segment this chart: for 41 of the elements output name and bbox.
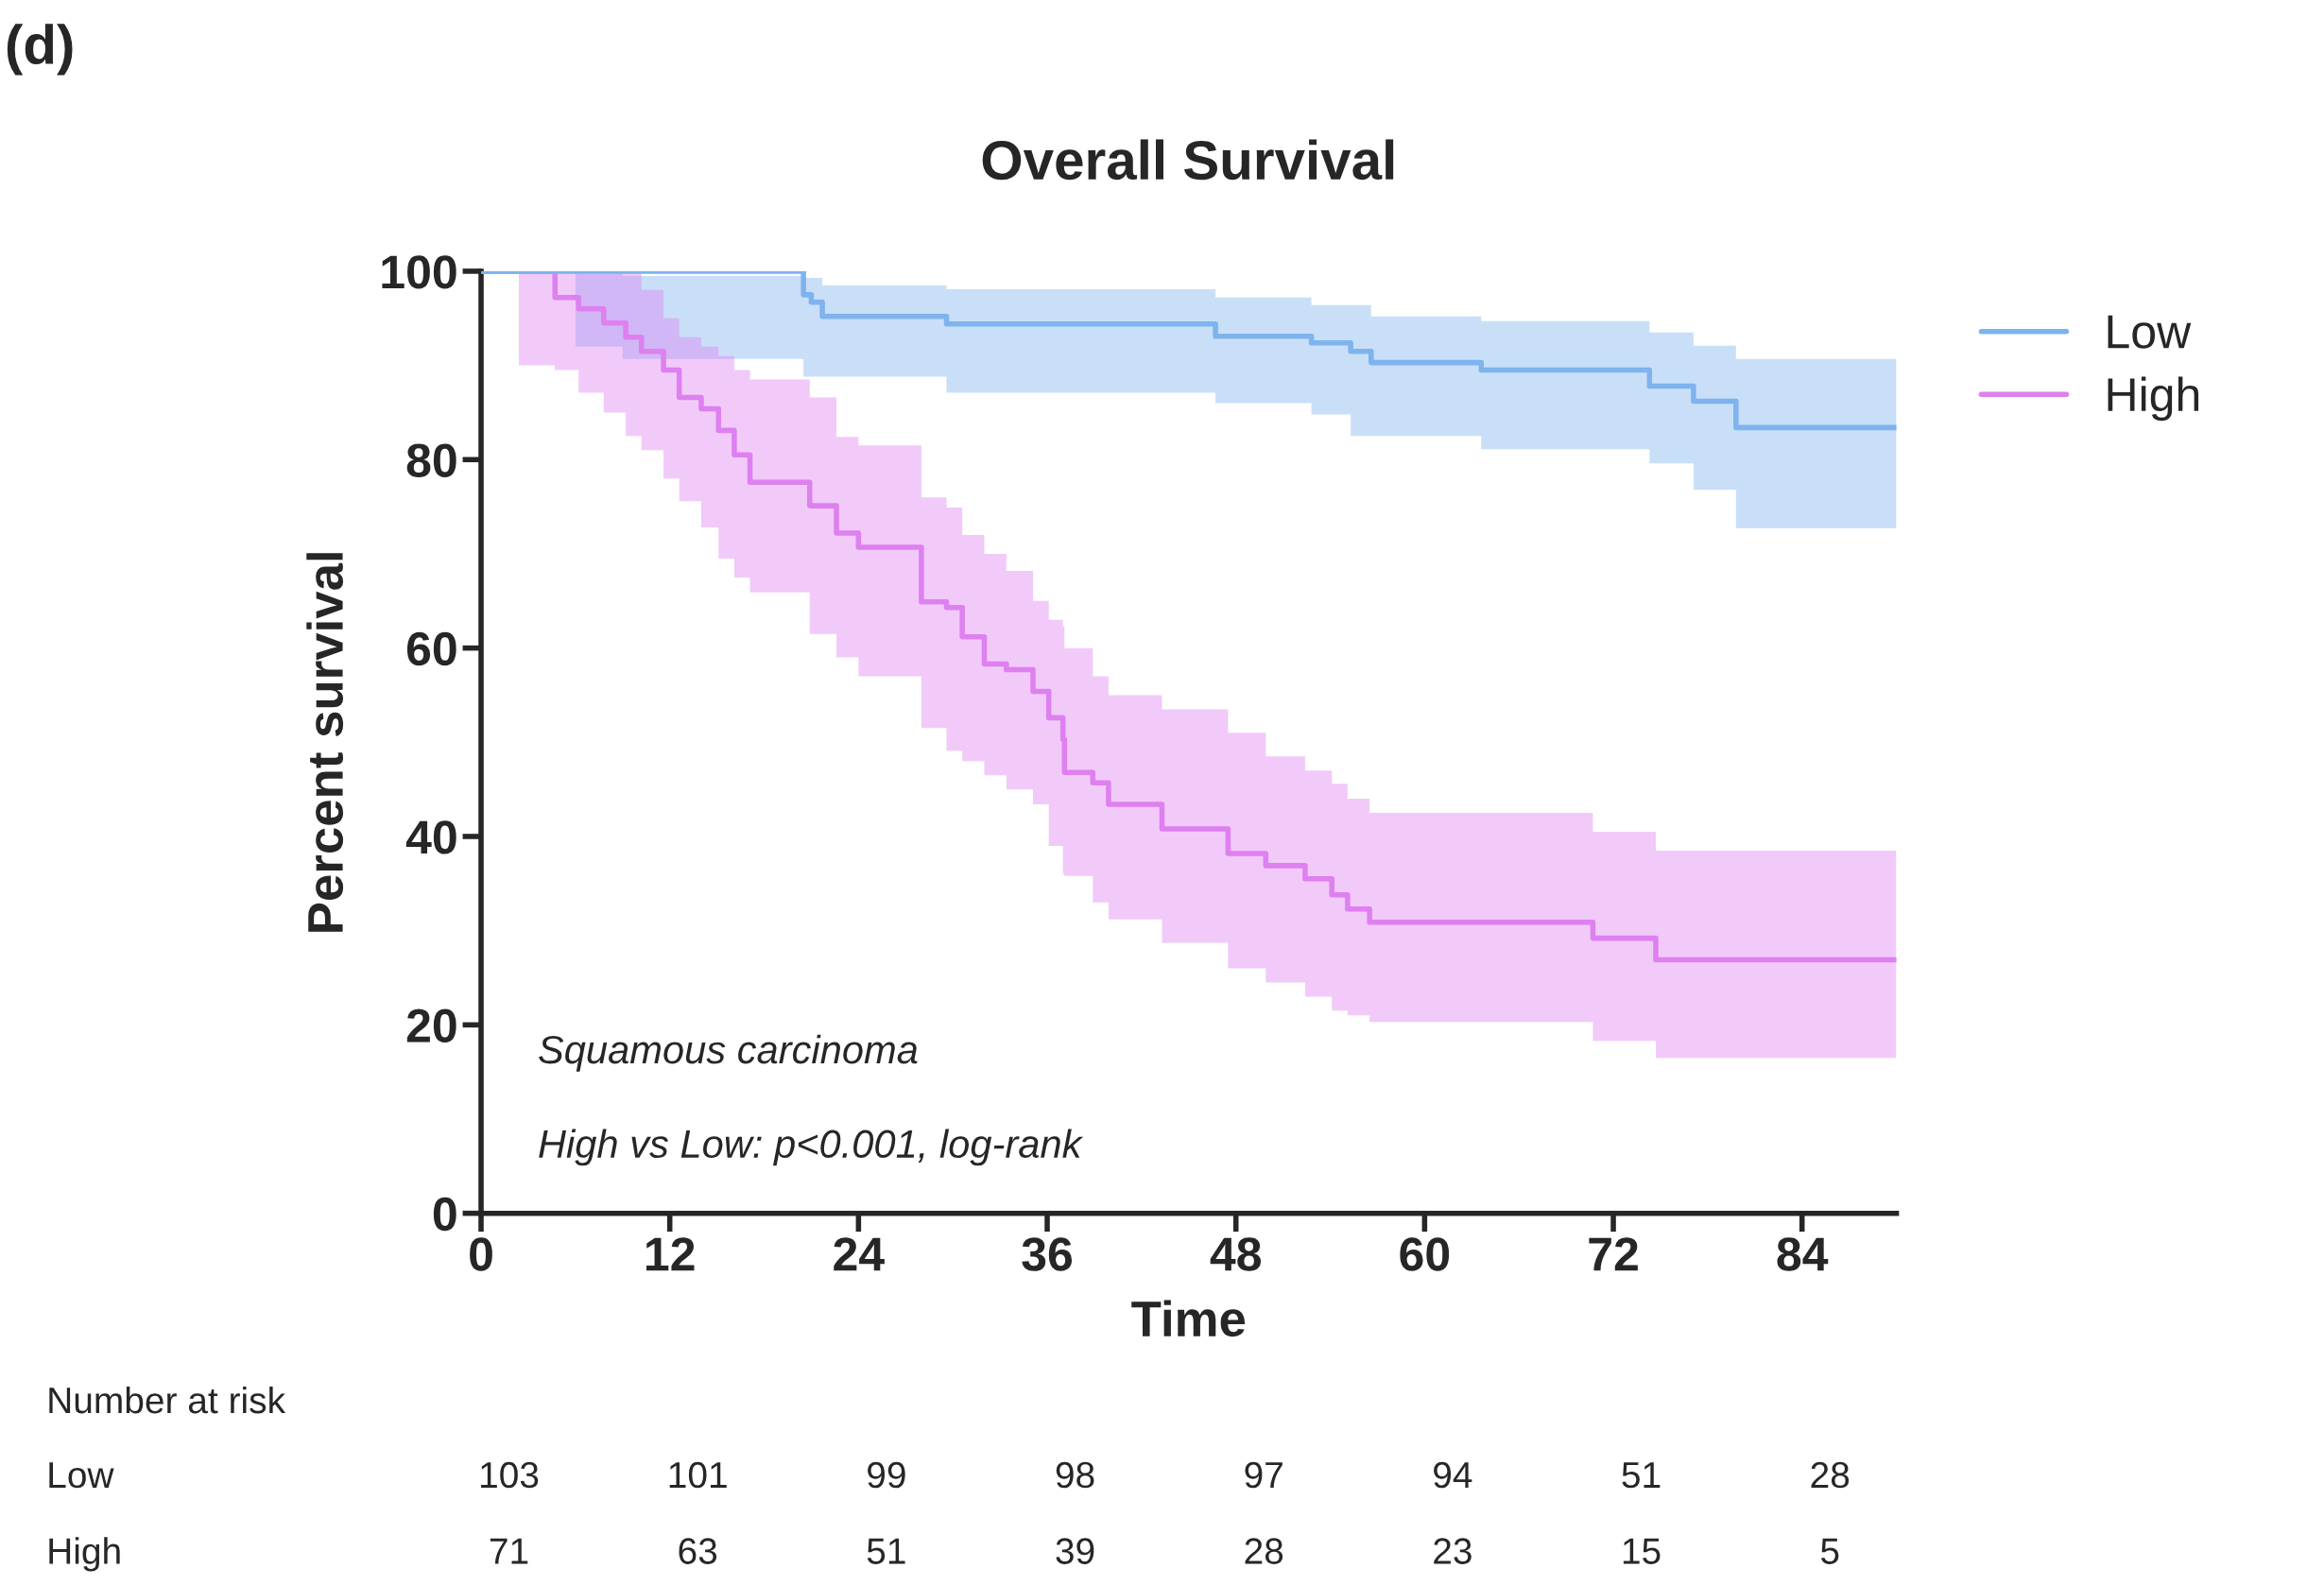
text: 98 [1056, 1461, 1094, 1489]
legend-label: High [2108, 376, 2199, 422]
text: 39 [1056, 1538, 1094, 1564]
x-axis-title: Time [1131, 1300, 1246, 1337]
text: Number at risk [49, 1386, 286, 1414]
text: High [49, 1537, 120, 1572]
text: 28 [1811, 1461, 1850, 1489]
text: 15 [1623, 1538, 1661, 1564]
text: 23 [1434, 1538, 1472, 1564]
y-tick-label: 100 [382, 255, 456, 289]
text: 71 [490, 1538, 528, 1564]
y-tick-label: 20 [406, 1008, 456, 1043]
text: 51 [867, 1538, 905, 1564]
x-tick-label: 84 [1777, 1237, 1829, 1271]
x-tick-label: 48 [1210, 1237, 1261, 1271]
x-tick-label: 12 [646, 1237, 695, 1271]
x-tick-label: 36 [1022, 1237, 1073, 1271]
x-tick-label: 0 [470, 1237, 492, 1271]
legend-label: Low [2108, 315, 2192, 349]
text: 99 [868, 1461, 905, 1489]
y-tick-label: 40 [405, 820, 456, 854]
y-tick-label: 0 [433, 1197, 456, 1232]
annotation: Squamous carcinoma [539, 1034, 918, 1072]
y-tick-label: 60 [406, 631, 456, 666]
text: Low [49, 1462, 114, 1489]
text: 101 [669, 1461, 727, 1489]
x-tick-label: 60 [1400, 1237, 1450, 1271]
text: 63 [679, 1538, 717, 1564]
text: 5 [1820, 1538, 1839, 1564]
annotation: High vs Low: p<0.001, log-rank [539, 1129, 1084, 1166]
text: 97 [1245, 1461, 1283, 1489]
chart-title: Overall Survival [982, 139, 1394, 181]
y-axis-title: Percent survival [306, 553, 344, 932]
x-tick-label: 24 [834, 1237, 885, 1271]
text: 94 [1434, 1461, 1472, 1489]
text: 28 [1245, 1538, 1283, 1564]
text: 103 [481, 1461, 539, 1489]
text: (d) [7, 24, 73, 76]
text: 51 [1622, 1462, 1661, 1489]
x-tick-label: 72 [1589, 1237, 1638, 1271]
y-tick-label: 80 [406, 443, 456, 477]
